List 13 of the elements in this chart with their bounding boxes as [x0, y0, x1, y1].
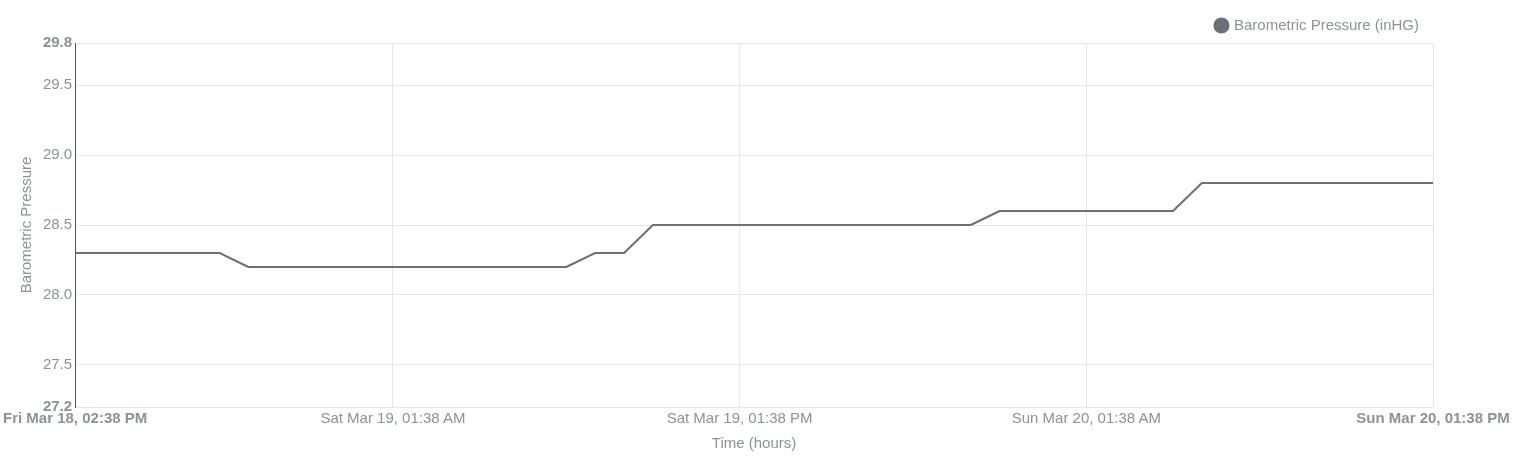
legend-label: Barometric Pressure (inHG) — [1233, 15, 1420, 33]
y-tick-label: 28.5 — [42, 215, 73, 233]
y-tick-label: 29.5 — [42, 75, 73, 93]
y-axis-title: Barometric Pressure — [17, 156, 35, 294]
y-tick-label: 27.5 — [42, 355, 73, 373]
y-tick-label: 29.0 — [42, 145, 73, 163]
x-tick-label: Sat Mar 19, 01:38 AM — [320, 409, 466, 427]
x-axis-title: Time (hours) — [711, 434, 797, 452]
y-tick-label: 28.0 — [42, 285, 73, 303]
x-tick-label: Sun Mar 20, 01:38 PM — [1356, 409, 1510, 427]
x-tick-label: Sun Mar 20, 01:38 AM — [1011, 409, 1161, 427]
x-tick-label: Sat Mar 19, 01:38 PM — [666, 409, 813, 427]
y-tick-label: 29.8 — [42, 33, 73, 51]
